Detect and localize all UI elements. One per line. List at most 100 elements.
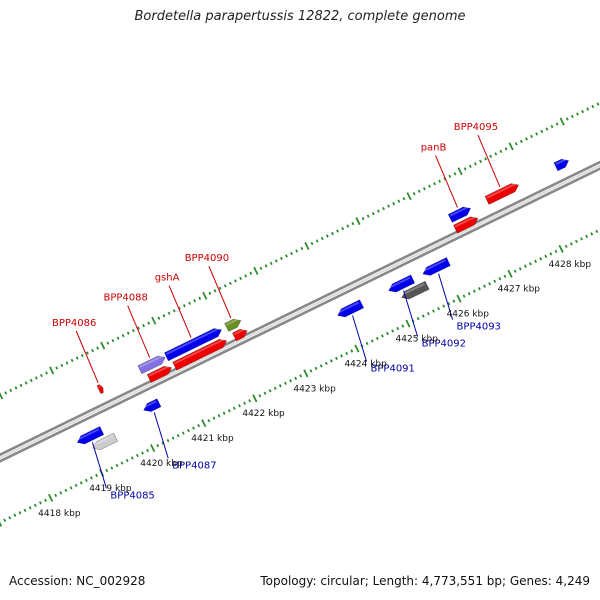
- minor-tick: [135, 453, 139, 458]
- minor-tick: [331, 231, 334, 236]
- gene-feature-highlight: [143, 400, 157, 409]
- major-tick: [354, 344, 360, 353]
- major-tick: [49, 366, 55, 375]
- leader-line: [153, 412, 169, 459]
- minor-tick: [472, 289, 476, 293]
- minor-tick: [523, 264, 527, 268]
- minor-tick: [192, 426, 195, 430]
- leader-line: [75, 330, 99, 384]
- minor-tick: [504, 147, 508, 151]
- minor-tick: [540, 129, 544, 134]
- minor-tick: [519, 139, 523, 144]
- minor-tick: [54, 493, 58, 498]
- minor-tick: [171, 436, 175, 440]
- gene-feature-highlight: [139, 355, 163, 368]
- major-tick: [457, 167, 463, 176]
- minor-tick: [290, 251, 294, 256]
- minor-tick: [156, 443, 160, 448]
- major-tick: [405, 319, 411, 328]
- gene-feature: [96, 384, 104, 395]
- gene-label: BPP4086: [52, 318, 96, 329]
- minor-tick: [79, 481, 83, 485]
- minor-tick: [365, 341, 369, 346]
- tick-label: 4428 kbp: [549, 260, 592, 270]
- minor-tick: [258, 394, 262, 398]
- minor-tick: [141, 451, 144, 455]
- minor-tick: [392, 202, 396, 206]
- minor-tick: [478, 287, 481, 291]
- minor-tick: [370, 339, 374, 343]
- tick-label: 4422 kbp: [242, 409, 285, 419]
- minor-tick: [295, 249, 299, 253]
- minor-tick: [428, 184, 431, 188]
- tick-label: 4418 kbp: [38, 509, 81, 519]
- minor-tick: [499, 149, 503, 154]
- major-tick: [151, 316, 157, 325]
- minor-tick: [162, 314, 166, 318]
- minor-tick: [591, 104, 595, 109]
- minor-tick: [95, 473, 98, 478]
- minor-tick: [426, 311, 430, 316]
- minor-tick: [289, 379, 292, 383]
- tick-label: 4419 kbp: [89, 484, 132, 494]
- gene-label: BPP4092: [422, 339, 466, 350]
- minor-tick: [371, 211, 375, 216]
- minor-tick: [9, 388, 13, 393]
- minor-tick: [75, 356, 79, 360]
- minor-tick: [376, 209, 380, 213]
- minor-tick: [447, 301, 451, 306]
- minor-tick: [273, 386, 277, 390]
- gene-feature: [164, 328, 222, 362]
- leader-line: [208, 265, 232, 319]
- minor-tick: [324, 361, 328, 366]
- minor-tick: [387, 204, 391, 208]
- minor-tick: [300, 246, 304, 251]
- minor-tick: [545, 127, 549, 131]
- minor-tick: [182, 304, 186, 308]
- minor-tick: [438, 179, 442, 183]
- gene-feature: [337, 299, 365, 318]
- minor-tick: [125, 458, 129, 463]
- minor-tick: [402, 197, 406, 201]
- major-tick: [559, 117, 565, 126]
- gene-label: BPP4091: [371, 364, 415, 375]
- accession-text: Accession: NC_002928: [9, 574, 146, 588]
- minor-tick: [137, 326, 140, 330]
- minor-tick: [80, 353, 84, 358]
- major-tick: [252, 394, 258, 403]
- minor-tick: [84, 478, 88, 483]
- minor-tick: [121, 333, 125, 338]
- minor-tick: [4, 391, 8, 395]
- tick-label: 4426 kbp: [447, 310, 490, 320]
- minor-tick: [218, 286, 222, 290]
- minor-tick: [586, 107, 590, 111]
- minor-tick: [207, 419, 211, 423]
- major-tick: [508, 142, 514, 151]
- minor-tick: [314, 366, 318, 371]
- minor-tick: [130, 456, 134, 460]
- gene-feature-highlight: [226, 318, 239, 326]
- minor-tick: [452, 299, 456, 303]
- minor-tick: [64, 488, 68, 493]
- minor-tick: [232, 406, 236, 410]
- minor-tick: [494, 152, 498, 156]
- minor-tick: [513, 269, 517, 273]
- gene-feature-highlight: [401, 283, 425, 296]
- minor-tick: [18, 511, 22, 515]
- minor-tick: [422, 187, 426, 191]
- minor-tick: [375, 336, 379, 341]
- minor-tick: [44, 498, 47, 502]
- minor-tick: [65, 361, 69, 365]
- gene-label: BPP4090: [185, 253, 229, 264]
- minor-tick: [421, 314, 425, 318]
- backbone-line: [0, 167, 600, 463]
- minor-tick: [366, 214, 370, 218]
- gene-feature: [422, 257, 451, 276]
- minor-tick: [248, 399, 252, 403]
- minor-tick: [396, 326, 400, 331]
- minor-tick: [176, 433, 180, 438]
- minor-tick: [299, 374, 303, 378]
- gene-label: BPP4095: [454, 122, 498, 133]
- minor-tick: [391, 329, 395, 333]
